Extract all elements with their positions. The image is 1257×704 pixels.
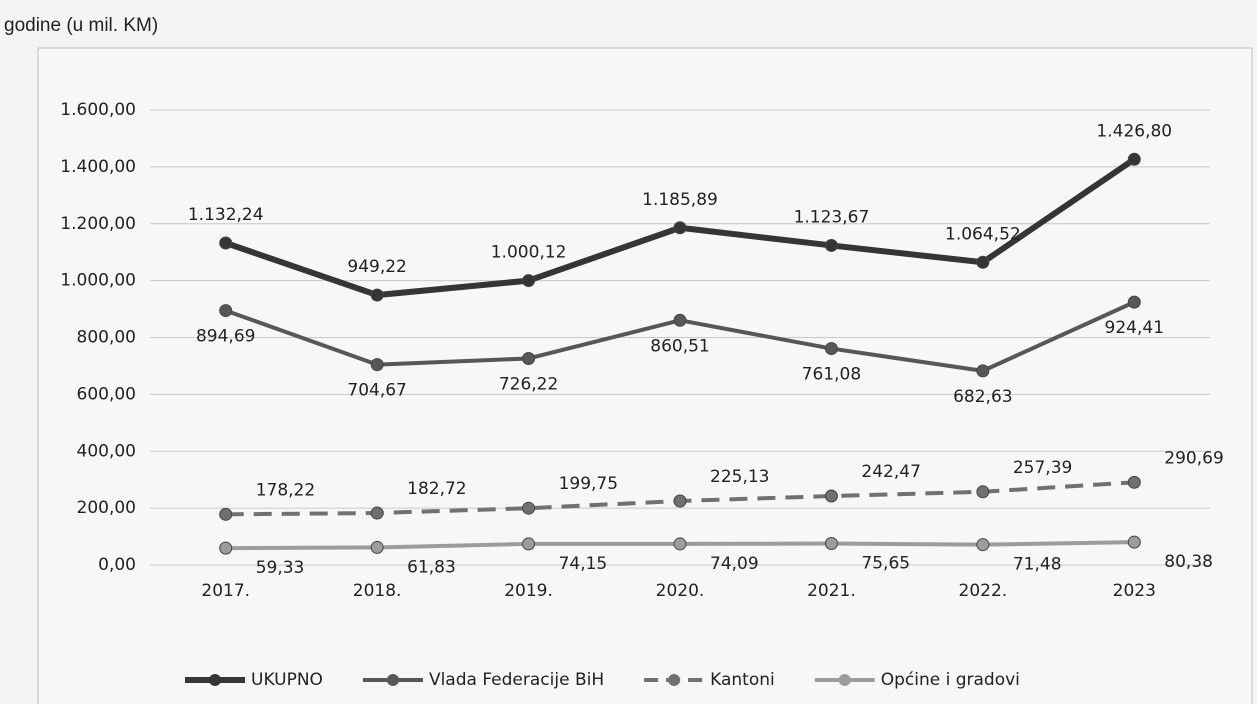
data-label: 290,69	[1164, 448, 1223, 468]
data-point	[370, 540, 384, 554]
data-point	[976, 538, 990, 552]
x-tick-label: 2022.	[959, 581, 1008, 601]
data-point	[522, 501, 536, 515]
data-point	[1127, 535, 1141, 549]
data-label: 61,83	[407, 557, 456, 577]
data-point	[673, 494, 687, 508]
data-label: 71,48	[1013, 555, 1062, 575]
y-tick-label: 1.200,00	[60, 214, 136, 234]
x-tick-label: 2017.	[201, 581, 250, 601]
data-point	[370, 288, 384, 302]
data-label: 726,22	[499, 374, 558, 394]
x-tick-label: 2018.	[353, 581, 402, 601]
data-point	[370, 506, 384, 520]
data-point	[673, 313, 687, 327]
y-tick-label: 1.000,00	[60, 271, 136, 291]
data-point	[219, 507, 233, 521]
data-label: 74,15	[559, 554, 608, 574]
y-tick-label: 1.600,00	[60, 100, 136, 120]
x-tick-label: 2021.	[807, 581, 856, 601]
legend-marker	[386, 674, 399, 686]
data-point	[522, 274, 536, 288]
data-label: 1.426,80	[1096, 121, 1172, 141]
data-point	[522, 351, 536, 365]
legend-marker	[668, 674, 681, 686]
x-tick-label: 2023	[1113, 581, 1156, 601]
data-point	[522, 537, 536, 551]
y-tick-label: 400,00	[77, 441, 136, 461]
data-point	[976, 255, 990, 269]
chart-title: godine (u mil. KM)	[4, 15, 158, 36]
data-label: 75,65	[861, 553, 910, 573]
legend-label: Općine i gradovi	[881, 670, 1020, 690]
data-label: 182,72	[407, 479, 466, 499]
legend-label: Kantoni	[710, 670, 775, 690]
data-point	[824, 489, 838, 503]
data-label: 80,38	[1164, 552, 1213, 572]
y-tick-label: 600,00	[77, 384, 136, 404]
data-point	[824, 536, 838, 550]
data-label: 924,41	[1105, 318, 1164, 338]
data-label: 199,75	[559, 474, 618, 494]
legend-label: Vlada Federacije BiH	[429, 670, 604, 690]
data-label: 949,22	[347, 257, 406, 277]
data-label: 178,22	[256, 480, 315, 500]
y-tick-label: 1.400,00	[60, 157, 136, 177]
y-tick-label: 200,00	[77, 498, 136, 518]
data-point	[1127, 152, 1141, 166]
data-label: 1.000,12	[491, 243, 567, 263]
data-label: 225,13	[710, 467, 769, 487]
data-point	[1127, 475, 1141, 489]
data-label: 1.064,52	[945, 224, 1021, 244]
data-label: 761,08	[802, 365, 861, 385]
legend-label: UKUPNO	[251, 670, 323, 690]
x-tick-label: 2019.	[504, 581, 553, 601]
data-point	[370, 358, 384, 372]
data-point	[219, 236, 233, 250]
data-label: 74,09	[710, 554, 759, 574]
data-label: 860,51	[650, 336, 709, 356]
data-point	[219, 304, 233, 318]
data-label: 1.185,89	[642, 190, 718, 210]
data-label: 59,33	[256, 558, 305, 578]
data-point	[673, 221, 687, 235]
data-label: 1.123,67	[794, 207, 870, 227]
data-label: 894,69	[196, 327, 255, 347]
data-point	[673, 537, 687, 551]
data-point	[824, 342, 838, 356]
y-tick-label: 800,00	[77, 328, 136, 348]
legend-marker	[838, 674, 851, 686]
data-label: 242,47	[861, 462, 920, 482]
data-point	[976, 485, 990, 499]
y-tick-label: 0,00	[98, 555, 136, 575]
data-label: 1.132,24	[188, 205, 264, 225]
data-point	[976, 364, 990, 378]
legend-marker	[209, 674, 221, 686]
data-point	[824, 238, 838, 252]
chart-frame	[37, 47, 1253, 704]
data-label: 682,63	[953, 387, 1012, 407]
data-point	[1127, 295, 1141, 309]
data-label: 704,67	[347, 381, 406, 401]
data-label: 257,39	[1013, 458, 1072, 478]
x-tick-label: 2020.	[656, 581, 705, 601]
data-point	[219, 541, 233, 555]
